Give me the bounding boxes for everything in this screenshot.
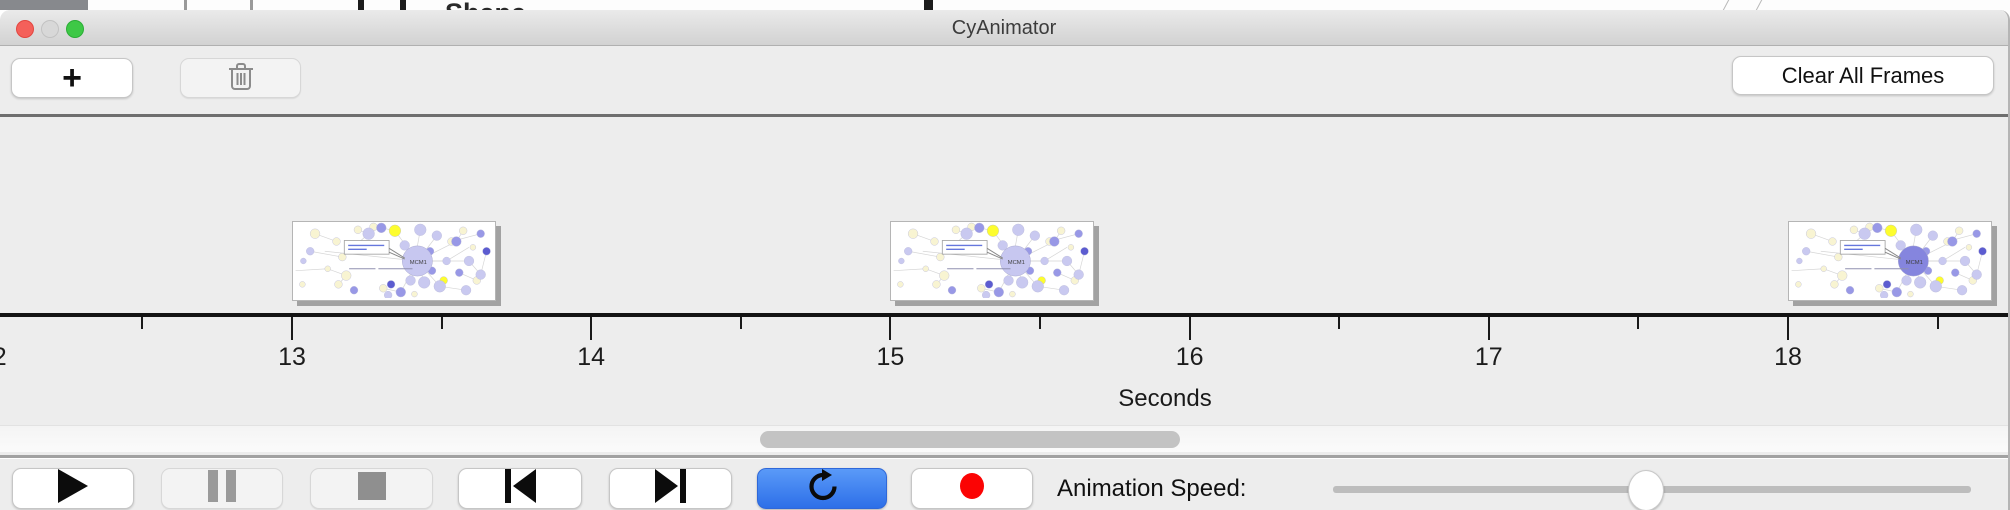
timeline-scrollbar-track[interactable] xyxy=(0,425,2008,452)
pause-icon xyxy=(208,470,236,507)
network-thumbnail-graphic: MCM1 xyxy=(1791,222,1987,298)
timeline-tick-label: 14 xyxy=(577,343,606,371)
timeline-tick xyxy=(1188,317,1191,340)
timeline-tick-label: 17 xyxy=(1474,343,1503,371)
background-glyph-fragment xyxy=(358,0,364,10)
cyanimator-window: CyAnimator + xyxy=(0,10,2010,510)
timeline-tick xyxy=(1338,317,1341,329)
timeline-tick-label: 18 xyxy=(1774,343,1802,371)
timeline-tick xyxy=(291,317,293,340)
timeline-tick xyxy=(1487,317,1490,340)
background-glyph-fragment xyxy=(924,0,933,10)
stop-icon xyxy=(357,472,386,505)
timeline-tick xyxy=(590,317,593,340)
record-icon xyxy=(958,472,986,505)
pause-button[interactable] xyxy=(161,468,283,509)
add-frame-button[interactable]: + xyxy=(11,58,133,98)
background-window-strip: Shape xyxy=(0,0,2010,10)
animation-speed-slider[interactable] xyxy=(1333,459,1971,510)
thumbnail-node-label: MCM1 xyxy=(1008,260,1025,266)
clear-all-frames-label: Clear All Frames xyxy=(1781,62,1945,88)
background-line-fragment xyxy=(1720,0,1731,10)
thumbnail-node-label: MCM1 xyxy=(1906,260,1923,266)
background-line-fragment xyxy=(1753,0,1764,10)
loop-button[interactable] xyxy=(757,468,887,509)
background-glyph-fragment xyxy=(400,0,406,10)
timeline-tick xyxy=(1637,317,1640,329)
timeline-scrollbar-thumb[interactable] xyxy=(760,431,1180,448)
minimize-button[interactable] xyxy=(41,20,59,38)
play-icon xyxy=(58,469,88,508)
timeline-tick xyxy=(739,317,742,329)
skip-to-start-icon xyxy=(504,469,536,508)
play-button[interactable] xyxy=(12,468,134,509)
timeline-tick xyxy=(1039,317,1041,329)
background-divider xyxy=(184,0,187,10)
skip-to-end-icon xyxy=(655,469,686,508)
timeline-tick-label: 15 xyxy=(876,343,905,371)
title-bar: CyAnimator xyxy=(0,10,2008,46)
network-thumbnail-graphic: MCM1 xyxy=(295,222,491,298)
frame-toolbar: + Clear xyxy=(0,46,2008,114)
background-window-fragment xyxy=(0,0,88,10)
thumbnail-node-label: MCM1 xyxy=(410,260,427,266)
skip-to-start-button[interactable] xyxy=(458,468,582,509)
close-button[interactable] xyxy=(16,20,34,38)
loop-icon xyxy=(805,469,839,508)
keyframe-thumbnail[interactable]: MCM1 xyxy=(292,221,496,301)
timeline-tick xyxy=(141,317,144,329)
keyframe-thumbnail[interactable]: MCM1 xyxy=(890,221,1095,301)
timeline-tick xyxy=(1936,317,1939,329)
zoom-button[interactable] xyxy=(66,20,84,38)
clear-all-frames-button[interactable]: Clear All Frames xyxy=(1732,56,1994,95)
keyframe-thumbnail[interactable]: MCM1 xyxy=(1788,221,1992,301)
background-divider xyxy=(250,0,253,10)
animation-speed-label: Animation Speed: xyxy=(1057,475,1247,502)
timeline-tick xyxy=(889,317,892,340)
trash-icon xyxy=(228,61,254,96)
timeline-tick xyxy=(440,317,443,329)
delete-frame-button[interactable] xyxy=(180,58,301,98)
controls-separator xyxy=(0,455,2008,459)
timeline-tick-label: 12 xyxy=(0,343,7,372)
skip-to-end-button[interactable] xyxy=(609,468,732,509)
toolbar-separator xyxy=(0,114,2008,117)
timeline-panel[interactable]: 12 13 14 15 16 17 18 MCM1 MCM1 MCM1 Seconds xyxy=(0,117,2008,455)
background-shape-label: Shape xyxy=(445,0,526,10)
timeline-axis xyxy=(0,313,2008,317)
axis-caption: Seconds xyxy=(1118,385,1212,412)
playback-controls: Animation Speed: xyxy=(0,459,2008,510)
timeline-tick xyxy=(1787,317,1789,340)
window-title: CyAnimator xyxy=(951,17,1057,39)
stop-button[interactable] xyxy=(310,468,433,509)
timeline-tick-label: 16 xyxy=(1175,343,1204,371)
network-thumbnail-graphic: MCM1 xyxy=(893,222,1090,298)
record-button[interactable] xyxy=(911,468,1033,509)
timeline-tick-label: 13 xyxy=(278,343,306,371)
slider-thumb[interactable] xyxy=(1628,470,1664,510)
